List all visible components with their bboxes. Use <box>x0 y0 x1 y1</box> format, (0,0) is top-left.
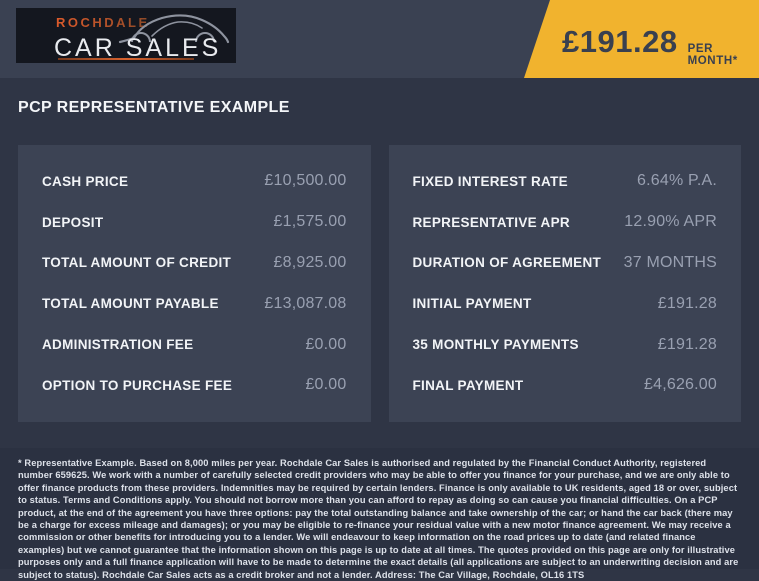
monthly-price-amount: £191.28 <box>562 24 678 59</box>
logo-brand-bottom: CAR SALES <box>54 34 222 62</box>
finance-row-initial-payment: INITIAL PAYMENT £191.28 <box>413 283 718 324</box>
row-value: £191.28 <box>657 294 717 312</box>
row-value: £13,087.08 <box>264 294 347 312</box>
row-label: DURATION OF AGREEMENT <box>412 255 602 271</box>
row-label: REPRESENTATIVE APR <box>412 214 570 230</box>
row-label: OPTION TO PURCHASE FEE <box>42 377 233 393</box>
row-label: CASH PRICE <box>42 173 129 189</box>
disclaimer-text: * Representative Example. Based on 8,000… <box>18 458 739 580</box>
row-label: 35 MONTHLY PAYMENTS <box>412 337 579 353</box>
finance-row-duration: DURATION OF AGREEMENT 37 MONTHS <box>413 243 718 284</box>
finance-panel-right: FIXED INTEREST RATE 6.64% P.A. REPRESENT… <box>388 145 741 422</box>
row-label: FINAL PAYMENT <box>412 377 524 393</box>
finance-row-cash-price: CASH PRICE £10,500.00 <box>42 161 347 202</box>
disclaimer-section: * Representative Example. Based on 8,000… <box>0 448 759 580</box>
finance-row-deposit: DEPOSIT £1,575.00 <box>42 202 347 243</box>
row-label: TOTAL AMOUNT PAYABLE <box>42 296 219 312</box>
logo-brand-top: ROCHDALE <box>56 15 150 30</box>
finance-row-admin-fee: ADMINISTRATION FEE £0.00 <box>42 324 347 365</box>
finance-panels: CASH PRICE £10,500.00 DEPOSIT £1,575.00 … <box>18 145 741 422</box>
finance-row-apr: REPRESENTATIVE APR 12.90% APR <box>413 202 718 243</box>
row-label: TOTAL AMOUNT OF CREDIT <box>42 255 232 271</box>
finance-row-total-payable: TOTAL AMOUNT PAYABLE £13,087.08 <box>42 283 347 324</box>
logo-underline <box>58 58 194 60</box>
monthly-price-flag: £191.28 PER MONTH* <box>524 0 759 78</box>
row-label: INITIAL PAYMENT <box>412 296 532 312</box>
row-label: FIXED INTEREST RATE <box>412 173 568 189</box>
finance-row-monthly-payments: 35 MONTHLY PAYMENTS £191.28 <box>413 324 718 365</box>
row-value: 12.90% APR <box>624 213 717 231</box>
row-value: 37 MONTHS <box>623 253 717 271</box>
row-label: DEPOSIT <box>42 214 104 230</box>
finance-row-final-payment: FINAL PAYMENT £4,626.00 <box>413 365 718 406</box>
finance-row-interest-rate: FIXED INTEREST RATE 6.64% P.A. <box>413 161 718 202</box>
dealer-logo: ROCHDALE CAR SALES <box>16 8 236 63</box>
finance-row-total-credit: TOTAL AMOUNT OF CREDIT £8,925.00 <box>42 243 347 284</box>
row-label: ADMINISTRATION FEE <box>42 337 194 353</box>
row-value: £10,500.00 <box>264 172 347 190</box>
row-value: 6.64% P.A. <box>637 172 717 190</box>
header-bar: ROCHDALE CAR SALES £191.28 PER MONTH* <box>0 0 759 78</box>
row-value: £0.00 <box>305 376 347 394</box>
finance-panel-left: CASH PRICE £10,500.00 DEPOSIT £1,575.00 … <box>18 145 371 422</box>
row-value: £0.00 <box>305 335 347 353</box>
car-silhouette-icon <box>118 10 230 53</box>
row-value: £4,626.00 <box>644 376 717 394</box>
page-title: PCP REPRESENTATIVE EXAMPLE <box>18 99 290 116</box>
row-value: £1,575.00 <box>273 213 347 231</box>
finance-row-option-fee: OPTION TO PURCHASE FEE £0.00 <box>42 365 347 406</box>
row-value: £191.28 <box>657 335 717 353</box>
row-value: £8,925.00 <box>273 253 347 271</box>
monthly-price-suffix: PER MONTH* <box>687 43 738 67</box>
